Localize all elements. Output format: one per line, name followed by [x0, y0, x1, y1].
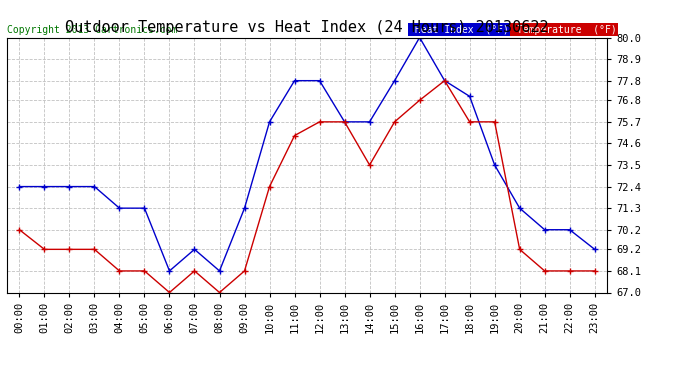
Title: Outdoor Temperature vs Heat Index (24 Hours) 20130622: Outdoor Temperature vs Heat Index (24 Ho…	[66, 20, 549, 35]
Heat Index  (°F)	[491, 163, 499, 167]
Temperature  (°F)	[90, 247, 99, 252]
Heat Index  (°F)	[515, 206, 524, 210]
Temperature  (°F)	[466, 120, 474, 124]
Heat Index  (°F)	[415, 35, 424, 40]
Temperature  (°F)	[190, 268, 199, 273]
Temperature  (°F)	[66, 247, 74, 252]
Heat Index  (°F)	[290, 78, 299, 83]
Heat Index  (°F)	[540, 228, 549, 232]
Heat Index  (°F)	[190, 247, 199, 252]
Heat Index  (°F)	[166, 268, 174, 273]
Text: Heat Index  (°F): Heat Index (°F)	[409, 25, 509, 35]
Heat Index  (°F)	[591, 247, 599, 252]
Heat Index  (°F)	[366, 120, 374, 124]
Temperature  (°F)	[491, 120, 499, 124]
Temperature  (°F)	[266, 184, 274, 189]
Heat Index  (°F)	[266, 120, 274, 124]
Text: Temperature  (°F): Temperature (°F)	[511, 25, 617, 35]
Heat Index  (°F)	[140, 206, 148, 210]
Line: Heat Index  (°F): Heat Index (°F)	[17, 35, 598, 274]
Temperature  (°F)	[515, 247, 524, 252]
Heat Index  (°F)	[315, 78, 324, 83]
Temperature  (°F)	[40, 247, 48, 252]
Temperature  (°F)	[140, 268, 148, 273]
Heat Index  (°F)	[90, 184, 99, 189]
Temperature  (°F)	[415, 98, 424, 102]
Heat Index  (°F)	[40, 184, 48, 189]
Temperature  (°F)	[591, 268, 599, 273]
Heat Index  (°F)	[115, 206, 124, 210]
Temperature  (°F)	[366, 163, 374, 167]
Heat Index  (°F)	[340, 120, 348, 124]
Heat Index  (°F)	[240, 206, 248, 210]
Temperature  (°F)	[240, 268, 248, 273]
Heat Index  (°F)	[566, 228, 574, 232]
Heat Index  (°F)	[215, 268, 224, 273]
Heat Index  (°F)	[466, 94, 474, 99]
Line: Temperature  (°F): Temperature (°F)	[17, 78, 598, 295]
Heat Index  (°F)	[440, 78, 449, 83]
Temperature  (°F)	[440, 78, 449, 83]
Heat Index  (°F)	[391, 78, 399, 83]
Temperature  (°F)	[340, 120, 348, 124]
Heat Index  (°F)	[15, 184, 23, 189]
Temperature  (°F)	[215, 290, 224, 295]
Temperature  (°F)	[566, 268, 574, 273]
Temperature  (°F)	[15, 228, 23, 232]
Text: Copyright 2013 Cartronics.com: Copyright 2013 Cartronics.com	[7, 25, 177, 35]
Temperature  (°F)	[290, 134, 299, 138]
Temperature  (°F)	[540, 268, 549, 273]
Temperature  (°F)	[115, 268, 124, 273]
Temperature  (°F)	[166, 290, 174, 295]
Temperature  (°F)	[315, 120, 324, 124]
Temperature  (°F)	[391, 120, 399, 124]
Heat Index  (°F)	[66, 184, 74, 189]
